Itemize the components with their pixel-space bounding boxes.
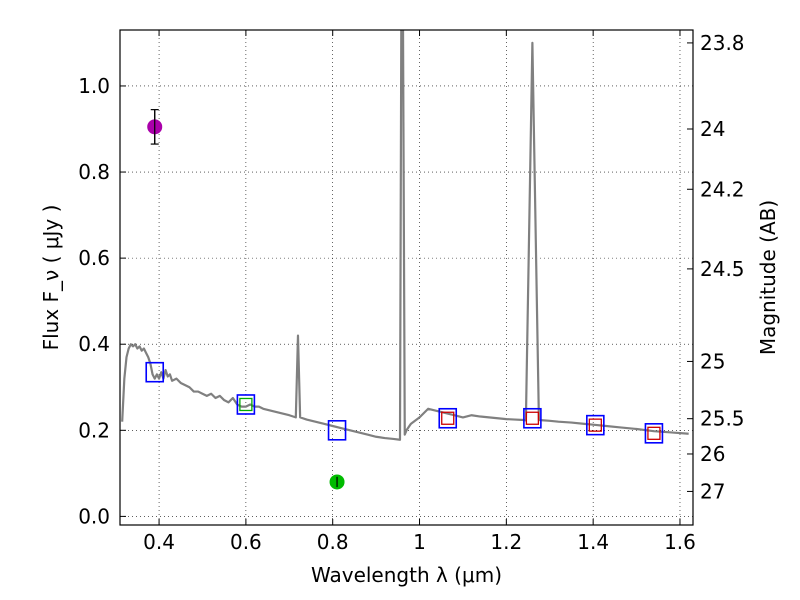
data-series	[121, 30, 689, 490]
y-tick-label: 0.6	[78, 246, 110, 270]
photometry-square	[644, 423, 664, 444]
right-tick-label: 25.5	[700, 407, 745, 431]
right-tick-label: 24	[700, 117, 725, 141]
right-tick-label: 25	[700, 349, 725, 373]
y-tick-label: 0.2	[78, 418, 110, 442]
photometry-square	[586, 414, 605, 436]
model-square	[441, 411, 455, 425]
right-tick-label: 24.5	[700, 257, 745, 281]
y-tick-label: 0.0	[78, 504, 110, 528]
x-tick-label: 1.2	[490, 530, 522, 554]
x-tick-label: 1.4	[577, 530, 609, 554]
plot-frame	[119, 29, 694, 526]
photometry-square	[523, 407, 542, 429]
grid-lines	[120, 30, 693, 525]
x-tick-label: 1	[413, 530, 426, 554]
model-square	[239, 397, 253, 412]
photometry-square	[327, 420, 347, 441]
right-tick-label: 23.8	[700, 31, 745, 55]
x-tick-label: 0.4	[143, 530, 175, 554]
photometry-square	[438, 407, 458, 429]
model-square	[525, 411, 540, 425]
right-tick-label: 26	[700, 442, 725, 466]
spectrum-line	[121, 30, 689, 441]
x-axis-ticks: 0.4 0.6 0.8 1 1.2 1.4 1.6	[143, 30, 696, 554]
right-axis-label: Magnitude (AB)	[756, 200, 780, 355]
x-tick-label: 0.6	[230, 530, 262, 554]
model-square	[647, 426, 661, 440]
y-tick-label: 0.8	[78, 160, 110, 184]
x-tick-label: 1.6	[664, 530, 696, 554]
x-axis-label: Wavelength λ (μm)	[311, 563, 502, 587]
photometry-square	[236, 394, 256, 415]
x-tick-label: 0.8	[317, 530, 349, 554]
y-tick-label: 0.4	[78, 332, 110, 356]
model-square	[588, 418, 602, 432]
y-axis-label: Flux F_ν ( μJy )	[39, 205, 63, 351]
y-tick-label: 1.0	[78, 74, 110, 98]
right-tick-label: 24.2	[700, 177, 745, 201]
right-axis-ticks: 23.8 24 24.2 24.5 25 25.5 26 27	[687, 31, 745, 503]
right-tick-label: 27	[700, 479, 725, 503]
y-axis-ticks: 0.0 0.2 0.4 0.6 0.8 1.0	[78, 74, 126, 528]
photometry-square	[145, 361, 165, 383]
